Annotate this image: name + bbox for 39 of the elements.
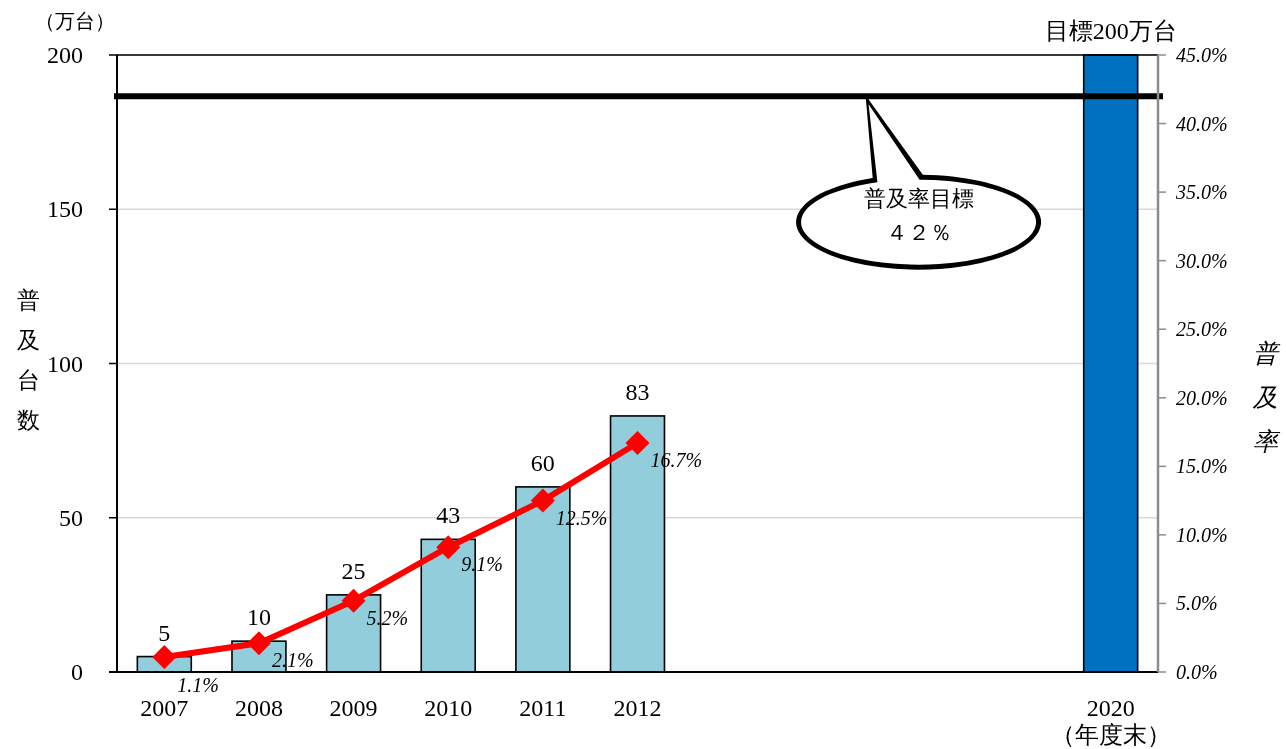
point xyxy=(152,644,177,669)
x-tick-label: 2009 xyxy=(329,695,378,721)
data-label: 5 xyxy=(158,619,171,646)
text: （万台） xyxy=(35,10,115,32)
y2-tick-label: 10.0% xyxy=(1176,523,1228,546)
y2-tick-label: 20.0% xyxy=(1176,386,1228,409)
data-label: 43 xyxy=(436,502,461,529)
x-tick-label: 2007 xyxy=(140,695,189,721)
y2-tick-label: 35.0% xyxy=(1175,181,1228,204)
point xyxy=(436,535,461,560)
x-tick-label: 2020 （年度末） xyxy=(1050,695,1171,748)
y-tick-label: 100 xyxy=(47,350,83,377)
y2-tick-label: 45.0% xyxy=(1176,44,1228,66)
y-tick-label: 200 xyxy=(47,42,83,68)
y2-tick-label: 30.0% xyxy=(1175,249,1228,272)
y-tick-label: 0 xyxy=(71,659,83,685)
y-axis-title: 普及台数 xyxy=(16,288,40,434)
y2-tick-label: 25.0% xyxy=(1176,318,1228,341)
data-label: 目標200万台 xyxy=(1044,18,1177,44)
point xyxy=(530,488,555,513)
point xyxy=(625,431,650,456)
point xyxy=(341,588,366,613)
y-tick-label: 50 xyxy=(59,504,83,531)
data-label: 25 xyxy=(341,557,366,584)
x-tick-label: 2011 xyxy=(519,695,567,721)
x-tick-label: 2010 xyxy=(424,695,473,721)
data-label: 1.1% xyxy=(177,674,219,696)
y2-tick-label: 0.0% xyxy=(1176,661,1218,683)
y2-tick-label: 15.0% xyxy=(1176,455,1228,478)
data-label: 10 xyxy=(246,604,271,631)
y2-tick-label: 5.0% xyxy=(1176,592,1218,615)
data-label: 60 xyxy=(530,449,555,476)
data-label: 83 xyxy=(625,378,650,405)
x-tick-label: 2008 xyxy=(234,695,283,721)
y2-axis-title: 普及率 xyxy=(1251,339,1281,455)
y-tick-label: 150 xyxy=(47,196,83,223)
y2-tick-label: 40.0% xyxy=(1176,112,1228,135)
ref-line-label: 普及率目標４２％ xyxy=(863,186,974,246)
x-tick-label: 2012 xyxy=(613,695,662,721)
